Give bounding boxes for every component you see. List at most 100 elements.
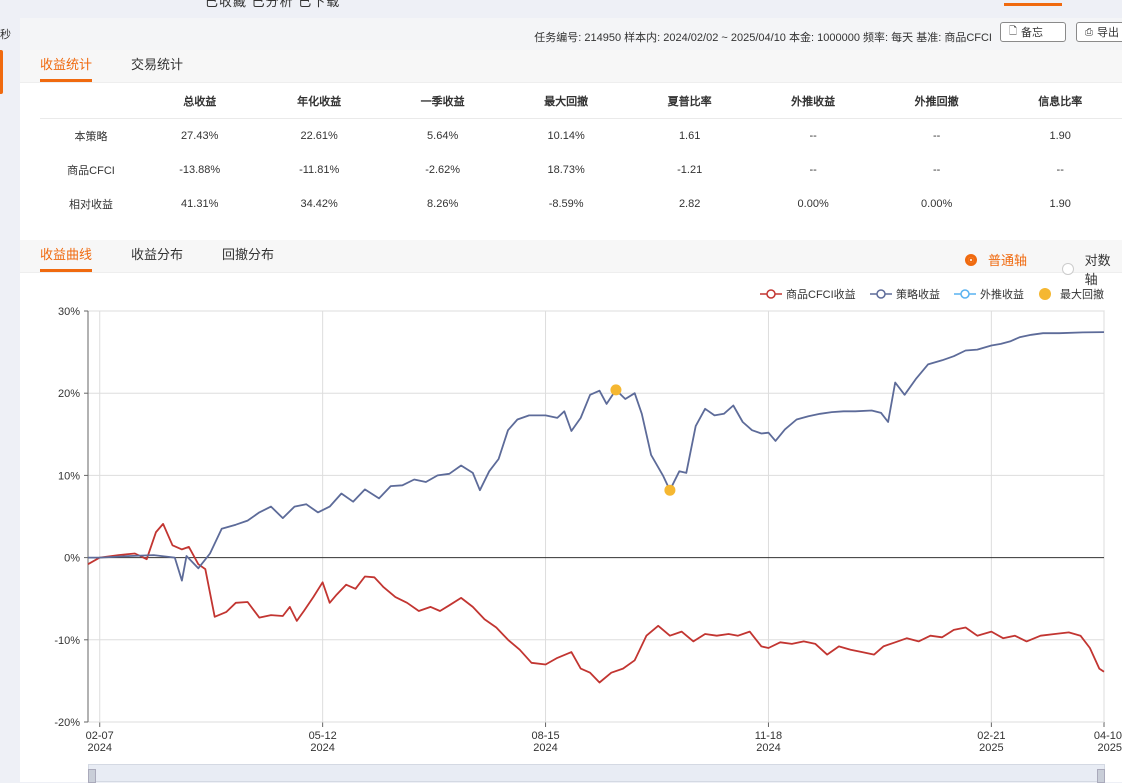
y-tick-label: 30% [58, 306, 80, 318]
y-tick-label: 0% [64, 553, 80, 565]
strategy-return-line [88, 331, 1105, 582]
table-row: 本策略 27.43% 22.61% 5.64% 10.14% 1.61 -- -… [40, 119, 1122, 154]
task-info-text: 任务编号: 214950 样本内: 2024/02/02 ~ 2025/04/1… [534, 29, 992, 45]
left-sidebar-edge: 秒 [0, 0, 18, 782]
table-cell: -- [932, 164, 941, 176]
x-tick-year-label: 2024 [756, 742, 780, 754]
stats-header-cell: 外推收益 [751, 84, 875, 119]
table-cell: 1.90 [1049, 198, 1071, 210]
stats-header-cell: 夏普比率 [627, 84, 752, 119]
frequency-label: 频率: [863, 32, 889, 44]
export-icon: ⎙ [1085, 26, 1093, 38]
x-tick-label: 04-10 [1094, 730, 1122, 742]
benchmark-value: 商品CFCI [944, 32, 992, 44]
stats-header-cell [40, 84, 142, 119]
table-cell: -11.81% [299, 164, 340, 176]
stats-header-cell: 总收益 [142, 84, 258, 119]
legend-extrapolated[interactable]: 外推收益 [954, 286, 1024, 302]
legend-strategy[interactable]: 策略收益 [870, 286, 940, 302]
table-cell: 8.26% [427, 198, 459, 210]
axis-log-label: 对数轴 [1084, 253, 1111, 287]
table-row: 相对收益 41.31% 34.42% 8.26% -8.59% 2.82 0.0… [40, 187, 1122, 221]
table-cell: -- [932, 130, 941, 142]
table-row: 商品CFCI -13.88% -11.81% -2.62% 18.73% -1.… [40, 153, 1122, 187]
table-cell: -- [809, 130, 817, 142]
max-drawdown-point [664, 484, 676, 496]
legend-bench[interactable]: 商品CFCI收益 [760, 286, 856, 302]
x-tick-year-label: 2025 [1098, 742, 1122, 754]
table-cell: -- [1056, 164, 1064, 176]
stats-table: 总收益 年化收益 一季收益 最大回撤 夏普比率 外推收益 外推回撤 信息比率 本… [40, 84, 1122, 221]
table-cell: 5.64% [427, 130, 459, 142]
legend-strategy-icon [870, 289, 892, 299]
radio-checked-icon [965, 253, 977, 266]
table-cell: -13.88% [179, 164, 221, 176]
top-navigation-strip: 已收藏 已分析 已下载 [0, 0, 1122, 18]
tab-drawdown-distribution[interactable]: 回撤分布 [222, 247, 275, 262]
legend-max-drawdown-icon [1039, 288, 1051, 300]
sample-range-label: 样本内: [624, 32, 661, 44]
tab-trade-stats[interactable]: 交易统计 [131, 57, 184, 72]
legend-max-drawdown[interactable]: 最大回撤 [1038, 286, 1104, 302]
table-cell: -1.21 [677, 164, 703, 176]
stats-header-cell: 信息比率 [998, 84, 1122, 119]
y-tick-label: 10% [58, 470, 80, 482]
legend-bench-icon [760, 289, 782, 299]
benchmark-cfci-line [87, 523, 1105, 684]
x-tick-year-label: 2025 [979, 742, 1003, 754]
table-cell: -8.59% [548, 198, 584, 210]
x-tick-year-label: 2024 [310, 742, 334, 754]
x-tick-year-label: 2024 [87, 742, 111, 754]
legend-extrapolated-label: 外推收益 [980, 289, 1024, 301]
legend-extrapolated-icon [954, 289, 976, 299]
table-cell: 10.14% [547, 130, 585, 142]
table-cell: 22.61% [300, 130, 338, 142]
stats-tab-bar: 收益统计 交易统计 [20, 50, 1122, 83]
table-cell: 27.43% [181, 130, 219, 142]
x-tick-year-label: 2024 [533, 742, 557, 754]
row-label-cell: 相对收益 [69, 199, 113, 211]
legend-max-drawdown-label: 最大回撤 [1060, 289, 1104, 301]
y-tick-label: 20% [58, 388, 80, 400]
export-button[interactable]: ⎙ 导出 [1076, 22, 1122, 42]
axis-log-radio[interactable]: 对数轴 [1062, 250, 1122, 288]
tab-return-stats[interactable]: 收益统计 [40, 50, 93, 82]
table-cell: 18.73% [547, 164, 585, 176]
plot-area-frame [87, 310, 1105, 723]
stats-header-cell: 外推回撤 [874, 84, 999, 119]
task-id-value: 214950 [584, 32, 622, 44]
capital-label: 本金: [789, 32, 815, 44]
frequency-value: 每天 [891, 32, 914, 44]
table-cell: 1.61 [678, 130, 701, 142]
top-nav-cut-labels: 已收藏 已分析 已下载 [205, 0, 341, 9]
sidebar-active-indicator[interactable] [0, 50, 3, 94]
capital-value: 1000000 [817, 32, 860, 44]
benchmark-label: 基准: [916, 32, 942, 44]
max-drawdown-point [610, 384, 622, 396]
table-cell: 2.82 [678, 198, 701, 210]
axis-normal-label: 普通轴 [988, 253, 1028, 268]
stats-header-row: 总收益 年化收益 一季收益 最大回撤 夏普比率 外推收益 外推回撤 信息比率 [40, 84, 1122, 119]
x-tick-label: 11-18 [755, 730, 782, 742]
table-cell: -- [809, 164, 817, 176]
stats-header-cell: 年化收益 [257, 84, 381, 119]
memo-button[interactable]: 🗋 备忘 [1000, 22, 1066, 42]
legend-bench-label: 商品CFCI收益 [786, 289, 856, 301]
tab-return-curve[interactable]: 收益曲线 [40, 240, 93, 272]
x-tick-label: 08-15 [531, 730, 559, 742]
radio-unchecked-icon [1062, 263, 1074, 275]
backtest-result-panel: 任务编号: 214950 样本内: 2024/02/02 ~ 2025/04/1… [20, 18, 1122, 783]
export-button-label: 导出 [1097, 27, 1119, 39]
stats-header-cell: 一季收益 [380, 84, 505, 119]
table-cell: 41.31% [181, 198, 219, 210]
note-icon: 🗋 [1009, 25, 1018, 37]
y-tick-label: -20% [54, 717, 80, 729]
chart-tab-bar: 收益曲线 收益分布 回撤分布 [20, 240, 1122, 273]
task-info-bar: 任务编号: 214950 样本内: 2024/02/02 ~ 2025/04/1… [20, 18, 1122, 50]
sample-range-value: 2024/02/02 ~ 2025/04/10 [663, 32, 786, 44]
axis-normal-radio[interactable]: 普通轴 [965, 250, 1027, 269]
sidebar-cut-label: 秒 [0, 29, 11, 41]
tab-return-distribution[interactable]: 收益分布 [131, 247, 184, 262]
table-cell: 1.90 [1049, 130, 1071, 142]
